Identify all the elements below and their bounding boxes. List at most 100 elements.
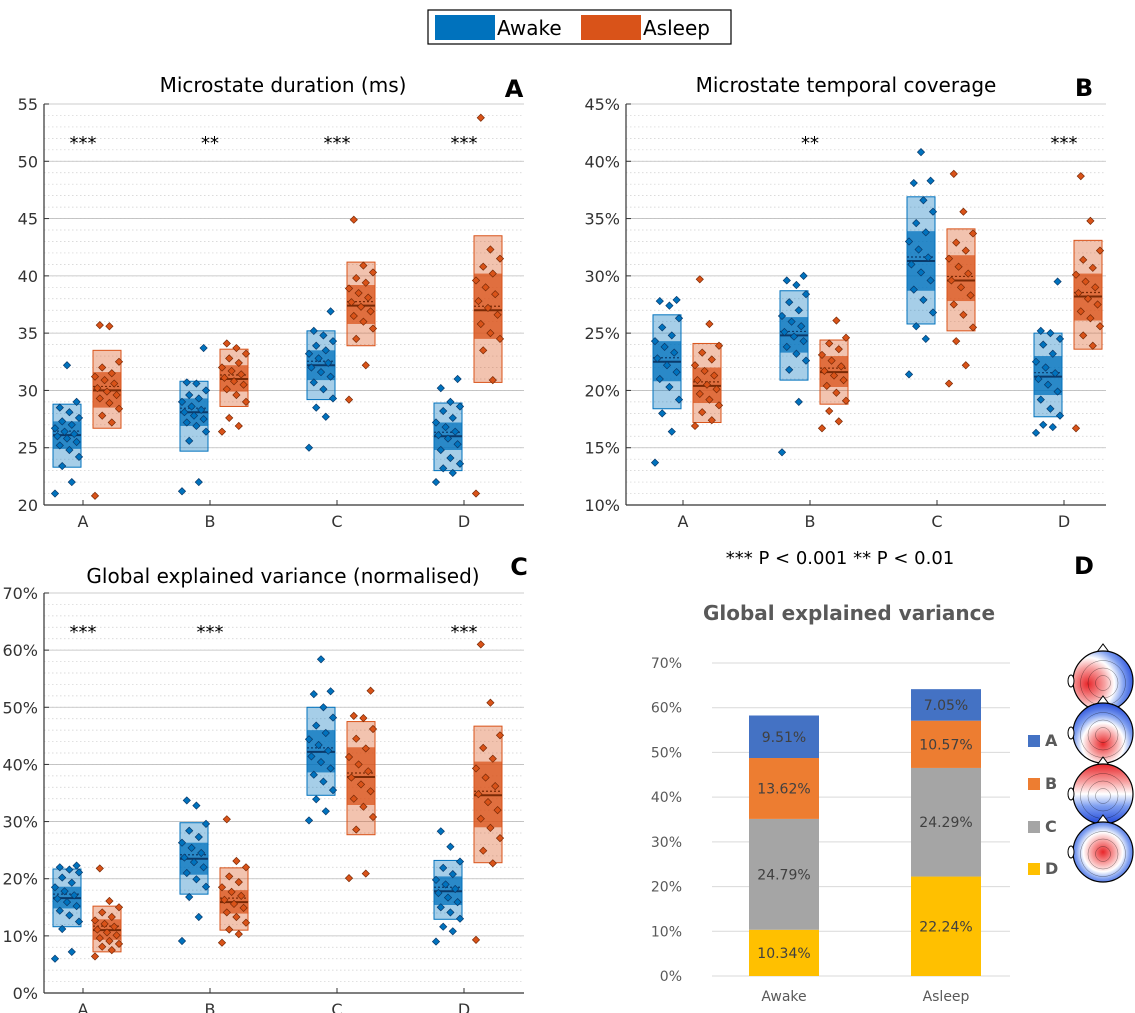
x-tick-label: B: [805, 512, 816, 531]
data-point: [1055, 411, 1065, 420]
data-point: [439, 406, 448, 416]
significance-marker: ***: [451, 133, 478, 154]
bar-data-label: 7.05%: [924, 698, 968, 714]
data-point: [479, 346, 488, 355]
data-point: [928, 308, 938, 317]
data-point: [344, 874, 354, 883]
data-point: [914, 245, 923, 254]
data-point: [241, 863, 251, 872]
data-point: [55, 906, 64, 915]
bar-data-label: 24.29%: [919, 815, 972, 831]
data-point: [185, 390, 194, 400]
bar-data-label: 10.57%: [919, 737, 972, 753]
data-point: [232, 343, 241, 353]
data-point: [829, 371, 839, 380]
data-point: [493, 806, 502, 815]
data-point: [72, 437, 81, 447]
data-point: [672, 368, 681, 377]
data-point: [1039, 420, 1048, 429]
y-tick-label: 20%: [2, 870, 38, 889]
data-point: [705, 395, 714, 404]
data-point: [53, 432, 62, 441]
data-point: [107, 369, 116, 378]
data-point: [479, 743, 488, 752]
significance-marker: ***: [1051, 133, 1078, 154]
data-point: [344, 752, 354, 762]
data-point: [98, 363, 107, 372]
data-point: [192, 875, 201, 884]
data-point: [217, 883, 227, 892]
data-point: [799, 271, 808, 280]
significance-marker: ***: [197, 622, 224, 643]
data-point: [667, 427, 676, 436]
y-tick-label: 25: [18, 439, 38, 458]
data-point: [714, 401, 724, 410]
bar-data-label: 22.24%: [919, 919, 972, 935]
significance-note: *** P < 0.001 ** P < 0.01: [726, 548, 955, 569]
data-point: [65, 445, 74, 455]
panel-a-letter: A: [505, 75, 524, 103]
data-point: [947, 276, 956, 285]
data-point: [483, 798, 493, 807]
data-point: [782, 342, 791, 351]
data-point: [780, 327, 789, 337]
data-point: [324, 746, 333, 755]
x-tick-label: A: [78, 512, 89, 531]
x-tick-label: A: [78, 1000, 89, 1013]
data-point: [1051, 369, 1060, 378]
data-point: [952, 238, 961, 247]
data-point: [364, 293, 373, 302]
data-point: [229, 377, 239, 386]
data-point: [439, 922, 448, 931]
data-point: [702, 380, 712, 389]
panel-c-letter: C: [510, 553, 528, 581]
data-point: [67, 947, 76, 956]
data-point: [924, 253, 933, 262]
data-point: [481, 283, 490, 292]
data-point: [65, 865, 74, 874]
data-point: [316, 758, 326, 767]
data-point: [349, 794, 358, 803]
data-point: [319, 703, 328, 712]
topo-map-a-icon: [1067, 643, 1134, 712]
data-point: [309, 378, 318, 387]
data-point: [655, 374, 664, 384]
data-point: [488, 269, 497, 278]
data-point: [74, 917, 84, 926]
data-point: [471, 489, 481, 498]
data-point: [909, 178, 918, 188]
data-point: [50, 489, 60, 498]
data-point: [62, 434, 72, 443]
data-point: [239, 380, 248, 389]
data-point: [785, 365, 794, 374]
data-point: [201, 882, 211, 891]
data-point: [1091, 283, 1100, 292]
data-point: [1071, 270, 1081, 279]
y-tick-label: 20%: [584, 381, 620, 400]
data-point: [361, 361, 370, 370]
data-point: [1095, 246, 1105, 255]
x-tick-label: B: [205, 512, 216, 531]
data-point: [916, 148, 926, 157]
data-point: [237, 370, 246, 379]
data-point: [70, 891, 79, 900]
data-point: [217, 427, 227, 436]
data-point: [199, 863, 208, 872]
data-point: [834, 417, 843, 426]
y-tick-label: 30%: [651, 835, 682, 851]
data-point: [321, 807, 330, 816]
data-point: [222, 908, 231, 917]
data-point: [928, 207, 938, 216]
data-point: [434, 431, 443, 440]
data-point: [799, 337, 808, 346]
data-point: [495, 254, 505, 263]
data-point: [352, 334, 361, 343]
data-point: [926, 176, 935, 185]
data-point: [187, 402, 196, 411]
data-point: [349, 215, 358, 224]
data-point: [58, 873, 67, 882]
data-point: [710, 371, 719, 380]
data-point: [359, 317, 368, 326]
data-point: [50, 954, 60, 963]
data-point: [1076, 307, 1085, 316]
